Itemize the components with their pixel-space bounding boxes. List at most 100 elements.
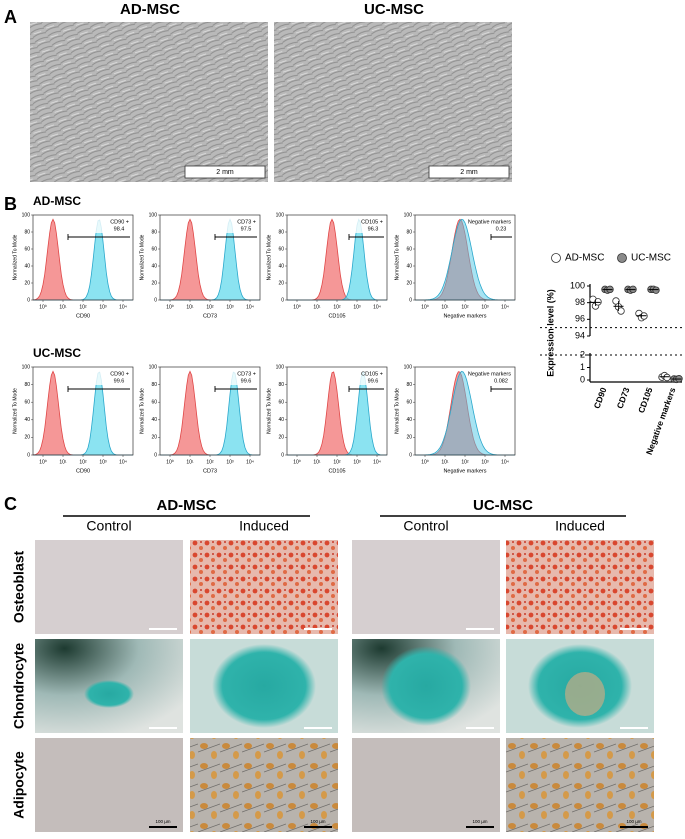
y-tick-label: 60 bbox=[406, 246, 412, 252]
x-axis-label: CD90 bbox=[76, 468, 90, 474]
x-tick-label: 10² bbox=[79, 459, 87, 465]
x-tick-label: 10² bbox=[333, 304, 341, 310]
y-tick-label: 0 bbox=[27, 452, 30, 458]
scale-bar-label: 100 µm bbox=[626, 819, 641, 824]
gate-box bbox=[220, 218, 258, 233]
micrograph bbox=[35, 540, 183, 634]
y-axis-label: Normalized To Mode bbox=[139, 388, 145, 434]
data-point bbox=[652, 286, 660, 294]
y-tick-label: 100 bbox=[276, 212, 285, 218]
x-tick-label: 10⁰ bbox=[166, 459, 174, 465]
panel-label: A bbox=[4, 7, 17, 27]
y-tick-label: 20 bbox=[24, 435, 30, 441]
x-axis-label: CD73 bbox=[203, 313, 217, 319]
gate-box bbox=[347, 370, 385, 385]
group-title: AD-MSC bbox=[157, 497, 217, 514]
y-axis-label: Normalized To Mode bbox=[12, 234, 18, 280]
x-tick-label: 10⁰ bbox=[166, 304, 174, 310]
x-tick-label: 10² bbox=[206, 459, 214, 465]
gate-percent: 99.6 bbox=[114, 378, 125, 384]
y-tick-label: 60 bbox=[151, 400, 157, 406]
column-title: Induced bbox=[555, 518, 605, 534]
x-tick-label: 10¹ bbox=[313, 304, 321, 310]
micrograph bbox=[35, 738, 183, 832]
y-tick-label: 40 bbox=[406, 263, 412, 269]
y-tick-label: 80 bbox=[406, 229, 412, 235]
micrograph bbox=[30, 22, 268, 182]
gate-box bbox=[93, 218, 131, 233]
row-title: UC-MSC bbox=[33, 346, 81, 360]
y-axis-label: Normalized To Mode bbox=[139, 234, 145, 280]
gate-label: CD105 + bbox=[361, 219, 383, 225]
stained-pellet bbox=[212, 644, 316, 728]
x-tick-label: CD105 bbox=[636, 386, 655, 415]
x-axis-label: CD73 bbox=[203, 468, 217, 474]
gate-percent: 99.6 bbox=[368, 378, 379, 384]
y-tick-label: 94 bbox=[575, 330, 585, 340]
x-axis-label: CD105 bbox=[328, 468, 345, 474]
y-tick-label: 80 bbox=[151, 382, 157, 388]
x-tick-label: 10³ bbox=[353, 459, 361, 465]
x-tick-label: 10¹ bbox=[313, 459, 321, 465]
y-tick-label: 100 bbox=[570, 280, 585, 290]
x-axis-label: CD90 bbox=[76, 313, 90, 319]
gate-label: Negative markers bbox=[468, 371, 511, 377]
image-title: UC-MSC bbox=[364, 1, 424, 18]
y-tick-label: 80 bbox=[151, 229, 157, 235]
y-tick-label: 20 bbox=[278, 435, 284, 441]
y-tick-label: 20 bbox=[151, 280, 157, 286]
x-tick-label: 10⁰ bbox=[421, 304, 429, 310]
gate-label: CD73 + bbox=[237, 219, 256, 225]
micrograph bbox=[506, 540, 654, 634]
y-tick-label: 80 bbox=[278, 382, 284, 388]
x-tick-label: CD73 bbox=[615, 386, 632, 410]
y-tick-label: 20 bbox=[278, 280, 284, 286]
gate-percent: 0.082 bbox=[494, 378, 508, 384]
x-tick-label: 10³ bbox=[99, 459, 107, 465]
x-tick-label: 10¹ bbox=[186, 304, 194, 310]
y-tick-label: 40 bbox=[278, 263, 284, 269]
x-tick-label: 10⁰ bbox=[39, 304, 47, 310]
column-title: Induced bbox=[239, 518, 289, 534]
x-tick-label: 10¹ bbox=[59, 459, 67, 465]
x-tick-label: 10⁰ bbox=[293, 304, 301, 310]
y-tick-label: 100 bbox=[22, 364, 31, 370]
y-tick-label: 0 bbox=[409, 452, 412, 458]
stained-pellet bbox=[84, 680, 134, 708]
x-tick-label: 10³ bbox=[226, 304, 234, 310]
y-tick-label: 100 bbox=[276, 364, 285, 370]
x-tick-label: 10⁴ bbox=[246, 304, 254, 310]
y-tick-label: 40 bbox=[24, 263, 30, 269]
row-title: Chondrocyte bbox=[11, 643, 27, 730]
x-tick-label: 10⁴ bbox=[373, 304, 381, 310]
y-tick-label: 40 bbox=[151, 263, 157, 269]
scale-bar-label: 100 µm bbox=[472, 819, 487, 824]
column-title: Control bbox=[86, 518, 131, 534]
gate-percent: 0.23 bbox=[496, 226, 507, 232]
gate-percent: 98.4 bbox=[114, 226, 125, 232]
y-tick-label: 0 bbox=[281, 452, 284, 458]
gate-label: CD90 + bbox=[110, 219, 129, 225]
scale-bar-box bbox=[184, 165, 266, 179]
y-tick-label: 0 bbox=[580, 374, 585, 384]
x-tick-label: CD90 bbox=[592, 386, 609, 410]
scale-bar-label: 100 µm bbox=[310, 819, 325, 824]
panel-label: B bbox=[4, 194, 17, 214]
x-tick-label: 10⁰ bbox=[293, 459, 301, 465]
x-tick-label: 10³ bbox=[226, 459, 234, 465]
x-tick-label: 10⁰ bbox=[39, 459, 47, 465]
micrograph bbox=[274, 22, 512, 182]
legend-marker bbox=[617, 253, 627, 263]
x-tick-label: 10¹ bbox=[186, 459, 194, 465]
x-tick-label: 10⁴ bbox=[501, 459, 509, 465]
y-tick-label: 60 bbox=[24, 400, 30, 406]
gate-percent: 96.3 bbox=[368, 226, 379, 232]
gate-label: CD105 + bbox=[361, 371, 383, 377]
x-tick-label: 10² bbox=[79, 304, 87, 310]
x-axis-label: CD105 bbox=[328, 313, 345, 319]
x-tick-label: 10² bbox=[333, 459, 341, 465]
x-tick-label: 10⁴ bbox=[119, 304, 127, 310]
x-tick-label: 10⁰ bbox=[421, 459, 429, 465]
y-tick-label: 20 bbox=[406, 280, 412, 286]
x-tick-label: 10² bbox=[206, 304, 214, 310]
